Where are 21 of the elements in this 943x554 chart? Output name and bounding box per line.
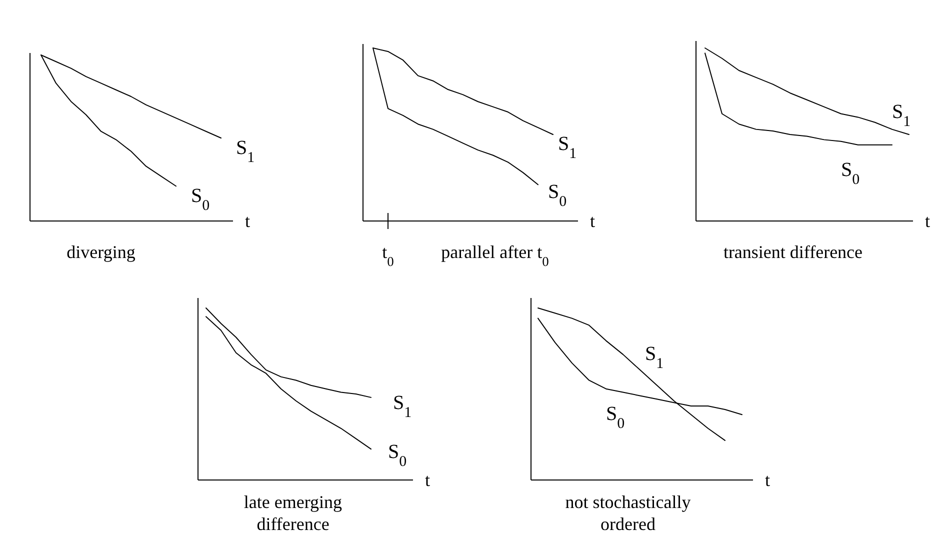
x-axis-title: t xyxy=(425,470,430,490)
x-axis-title: t xyxy=(765,470,770,490)
series-label: S$_{0}$ xyxy=(548,181,567,210)
x-axis-title: t xyxy=(245,211,250,231)
text: not stochastically ordered xyxy=(565,492,691,534)
series-label: S$_{0}$ xyxy=(606,403,625,432)
x-axis-title: t xyxy=(590,211,596,231)
series-label: S$_{1}$ xyxy=(236,137,255,166)
series-label: S$_{1}$ xyxy=(892,101,911,130)
text: transient difference xyxy=(723,242,863,262)
text: parallel after t$_{0}$ xyxy=(441,242,550,268)
text: t$_{0}$ xyxy=(382,242,394,268)
series-label: S$_{1}$ xyxy=(558,133,577,162)
series-label: S$_{0}$ xyxy=(388,441,407,470)
series-label: S$_{0}$ xyxy=(841,159,860,188)
x-axis-title: t xyxy=(925,211,930,231)
text: late emerging difference xyxy=(244,492,342,534)
text: diverging xyxy=(66,242,136,262)
series-label: S$_{0}$ xyxy=(191,185,210,214)
series-label: S$_{1}$ xyxy=(393,392,412,421)
series-label: S$_{1}$ xyxy=(645,343,664,372)
